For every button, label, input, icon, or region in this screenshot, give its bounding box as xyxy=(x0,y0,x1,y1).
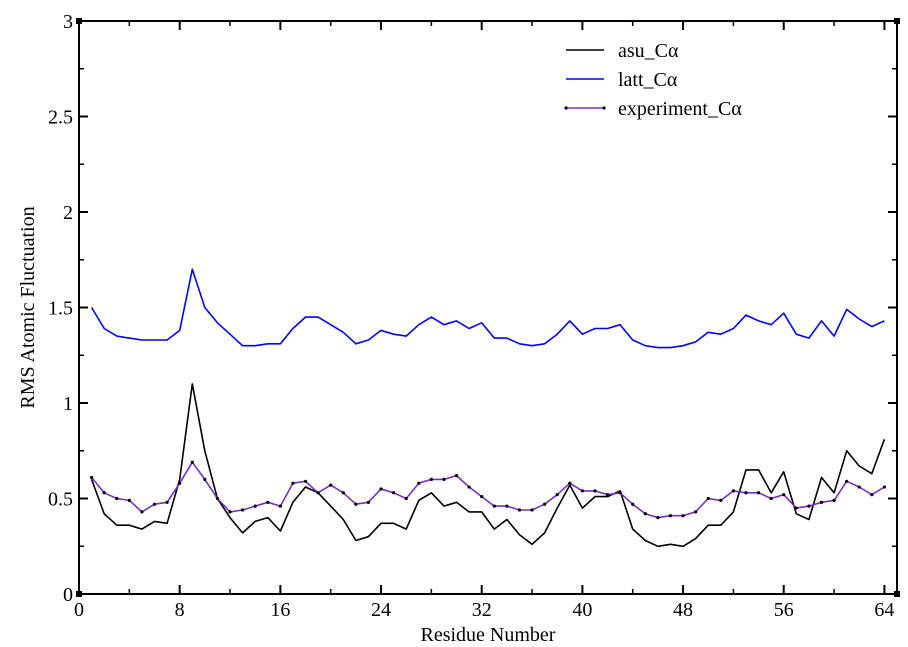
series-point-2 xyxy=(656,516,660,520)
series-point-2 xyxy=(492,504,496,508)
x-tick-label: 32 xyxy=(472,599,492,621)
plot-frame-rect xyxy=(78,20,898,595)
series-point-2 xyxy=(870,493,874,497)
legend-label-0: asu_Cα xyxy=(618,40,679,62)
series-point-2 xyxy=(341,491,345,495)
series-point-2 xyxy=(631,502,635,506)
series-point-2 xyxy=(392,491,396,495)
plot-frame xyxy=(76,18,900,597)
series-point-2 xyxy=(366,500,371,504)
y-axis-label: RMS Atomic Fluctuation xyxy=(17,206,39,408)
series-point-2 xyxy=(756,491,761,495)
y-tick-label: 2 xyxy=(63,202,73,224)
y-tick-label: 0 xyxy=(63,584,73,606)
y-tick-label: 1.5 xyxy=(48,298,73,320)
series-point-2 xyxy=(568,481,572,485)
series-point-2 xyxy=(467,485,471,489)
legend-marker-2 xyxy=(564,106,568,110)
x-tick-label: 56 xyxy=(774,599,794,621)
series-point-2 xyxy=(593,489,597,493)
series-point-2 xyxy=(744,491,748,495)
legend-marker-2 xyxy=(602,106,606,110)
series-point-2 xyxy=(152,502,157,506)
y-tick-label: 2.5 xyxy=(48,107,73,129)
y-tick-label: 3 xyxy=(63,11,73,33)
x-tick-label: 0 xyxy=(74,599,84,621)
series-point-2 xyxy=(404,496,408,501)
series-point-2 xyxy=(782,493,786,497)
series-point-2 xyxy=(329,483,333,487)
series-point-2 xyxy=(769,496,773,501)
series-point-2 xyxy=(694,510,698,514)
series-point-2 xyxy=(316,491,320,495)
series-point-2 xyxy=(140,510,144,514)
series-line-2 xyxy=(90,461,885,519)
x-tick-label: 48 xyxy=(673,599,693,621)
series-point-2 xyxy=(706,496,710,501)
series-point-2 xyxy=(580,489,584,493)
series-point-2 xyxy=(731,489,736,493)
series-point-2 xyxy=(102,491,106,495)
series-point-2 xyxy=(429,477,433,481)
series-line-0 xyxy=(90,383,886,548)
series-point-2 xyxy=(807,504,811,508)
series-point-2 xyxy=(266,500,270,504)
series-point-2 xyxy=(442,477,446,481)
x-tick-label: 64 xyxy=(874,599,894,621)
series-point-2 xyxy=(618,491,622,495)
series-point-2 xyxy=(454,473,459,478)
x-tick-label: 16 xyxy=(270,599,290,621)
legend-label-1: latt_Cα xyxy=(618,69,678,91)
series-point-2 xyxy=(517,508,522,512)
series-point-2 xyxy=(555,493,559,497)
y-tick-label: 0.5 xyxy=(48,489,73,511)
series-point-2 xyxy=(882,485,887,489)
series-point-2 xyxy=(605,493,610,497)
series-lines xyxy=(89,268,887,548)
series-line-1 xyxy=(90,268,885,349)
x-tick-label: 24 xyxy=(371,599,391,621)
series-point-2 xyxy=(832,498,836,503)
series-point-2 xyxy=(379,487,383,491)
series-point-2 xyxy=(115,496,119,501)
series-point-2 xyxy=(215,496,220,501)
x-tick-label: 8 xyxy=(175,599,185,621)
series-point-2 xyxy=(505,504,509,508)
series-point-2 xyxy=(480,494,484,499)
series-point-2 xyxy=(643,512,647,516)
series-point-2 xyxy=(681,514,685,518)
series-point-2 xyxy=(303,479,308,483)
x-tick-label: 40 xyxy=(572,599,592,621)
series-point-2 xyxy=(89,475,94,480)
series-point-2 xyxy=(165,500,169,504)
series-point-2 xyxy=(203,477,207,481)
series-point-2 xyxy=(530,508,534,512)
series-point-2 xyxy=(190,460,194,464)
series-point-2 xyxy=(178,481,182,485)
legend: asu_Cα latt_Cα experiment_Cα xyxy=(564,40,742,120)
legend-label-2: experiment_Cα xyxy=(618,98,742,120)
series-point-2 xyxy=(228,510,232,514)
series-point-2 xyxy=(719,498,723,503)
series-point-2 xyxy=(417,481,421,485)
series-point-2 xyxy=(278,504,282,508)
series-point-2 xyxy=(241,508,245,512)
series-point-2 xyxy=(794,506,798,510)
series-point-2 xyxy=(253,504,257,508)
series-point-2 xyxy=(127,498,131,503)
series-point-2 xyxy=(291,481,295,485)
series-point-2 xyxy=(668,514,673,518)
series-point-2 xyxy=(543,502,547,506)
series-point-2 xyxy=(845,479,849,483)
axis-ticks: 0 8 16 24 32 40 48 56 64 0 0.5 1 1.5 2 2.5 3 xyxy=(48,11,897,621)
y-tick-label: 1 xyxy=(63,393,73,415)
series-point-2 xyxy=(354,502,358,506)
series-point-2 xyxy=(819,500,824,504)
x-axis-label: Residue Number xyxy=(421,624,556,646)
series-point-2 xyxy=(857,485,861,489)
